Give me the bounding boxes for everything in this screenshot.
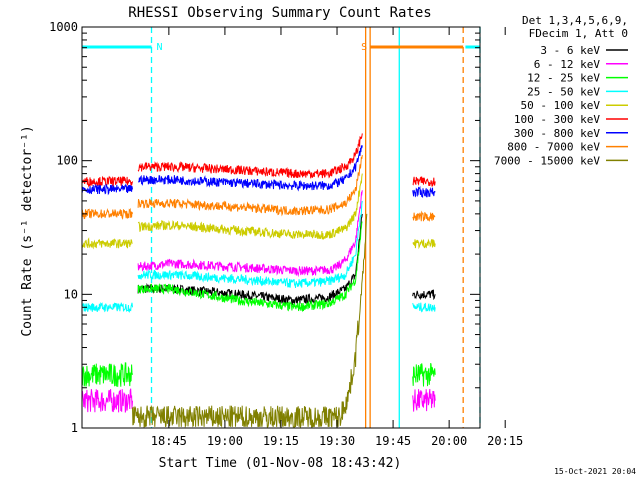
legend-label-5: 100 - 300 keV — [514, 113, 600, 126]
series-line-1-0 — [81, 388, 133, 413]
series-line-5-2 — [412, 176, 436, 187]
series-line-2-0 — [81, 362, 133, 387]
y-axis-label: Count Rate (s⁻¹ detector⁻¹) — [20, 125, 35, 336]
series-line-5-0 — [81, 175, 133, 188]
flag-label-1: S — [361, 42, 367, 53]
x-tick-label-1: 19:00 — [207, 434, 243, 448]
series-line-6-1 — [138, 145, 363, 192]
series-line-1-1 — [137, 190, 363, 278]
series-line-4-1 — [137, 173, 363, 241]
series-line-6-0 — [81, 183, 133, 196]
series-line-8-0 — [132, 213, 368, 429]
series-line-2-2 — [412, 362, 436, 387]
x-tick-label-0: 18:45 — [151, 434, 187, 448]
x-tick-label-2: 19:15 — [263, 434, 299, 448]
x-axis-label: Start Time (01-Nov-08 18:43:42) — [159, 456, 402, 471]
x-tick-label-4: 19:45 — [375, 434, 411, 448]
y-tick-label-3: 1000 — [49, 20, 78, 34]
series-line-2-1 — [137, 221, 363, 313]
series-line-7-0 — [81, 207, 133, 220]
y-axis: 1 10 100 1000 — [49, 20, 480, 435]
series-line-7-1 — [137, 155, 363, 217]
series-line-0-1 — [412, 289, 436, 301]
y-tick-label-1: 10 — [64, 287, 78, 301]
legend-label-6: 300 - 800 keV — [514, 127, 600, 140]
legend-label-7: 800 - 7000 keV — [507, 141, 600, 154]
chart-title: RHESSI Observing Summary Count Rates — [128, 5, 431, 21]
series-line-3-2 — [412, 302, 436, 313]
x-tick-label-5: 20:00 — [431, 434, 467, 448]
series-line-5-1 — [137, 133, 363, 179]
x-axis: 18:45 19:00 19:15 19:30 19:45 20:00 20:15 — [151, 27, 523, 448]
flag-label-0: N — [157, 42, 163, 53]
legend-header-line-1: FDecim 1, Att 0 — [529, 27, 628, 40]
y-tick-label-2: 100 — [56, 154, 78, 168]
series-line-3-0 — [81, 302, 133, 313]
series-line-4-0 — [81, 237, 133, 250]
legend-label-8: 7000 - 15000 keV — [494, 154, 600, 167]
timestamp-footer: 15-Oct-2021 20:04 — [554, 467, 636, 476]
legend-label-2: 12 - 25 keV — [527, 72, 600, 85]
series-line-1-2 — [412, 388, 436, 412]
y-tick-label-0: 1 — [71, 421, 78, 435]
legend-label-4: 50 - 100 keV — [521, 99, 601, 112]
legend-label-0: 3 - 6 keV — [540, 44, 600, 57]
x-tick-label-3: 19:30 — [319, 434, 355, 448]
legend-header: Det 1,3,4,5,6,9,FDecim 1, Att 0 — [522, 14, 628, 40]
series-line-3-1 — [137, 200, 363, 288]
series-line-7-2 — [412, 210, 436, 222]
series-line-6-2 — [412, 185, 436, 199]
series-line-4-2 — [412, 238, 436, 250]
legend-header-line-0: Det 1,3,4,5,6,9, — [522, 14, 628, 27]
x-tick-label-6: 20:15 — [487, 434, 523, 448]
legend-label-3: 25 - 50 keV — [527, 85, 600, 98]
legend-label-1: 6 - 12 keV — [534, 58, 601, 71]
